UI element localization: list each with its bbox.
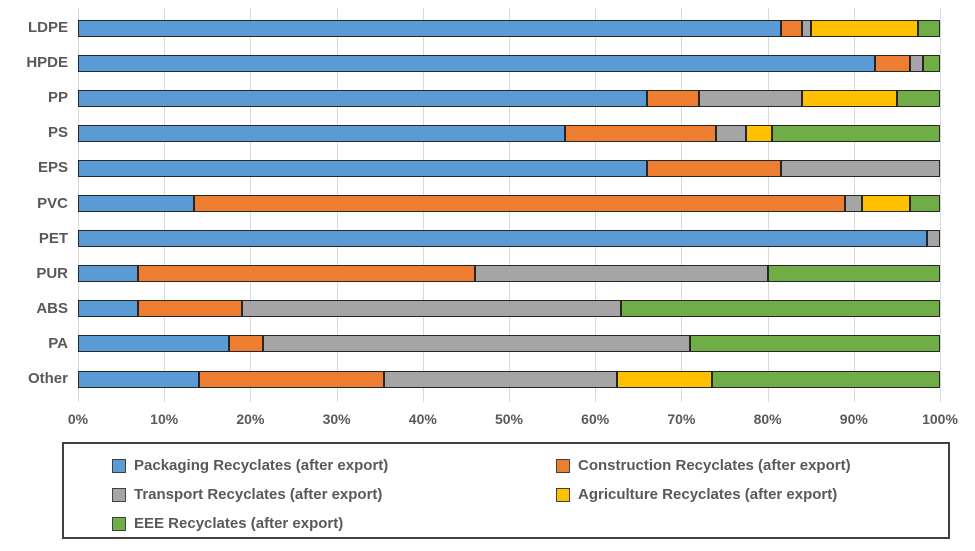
bar-segment-series0 — [78, 19, 781, 37]
legend-item-series3: Agriculture Recyclates (after export) — [556, 480, 948, 509]
bar-segment-series2 — [384, 370, 617, 388]
bar-segment-series4 — [896, 89, 940, 107]
bar-segment-series1 — [138, 300, 242, 318]
x-tick-label: 40% — [408, 411, 437, 427]
bar-segment-series0 — [78, 159, 647, 177]
legend-swatch-icon — [556, 487, 570, 502]
bar-segment-series0 — [78, 89, 647, 107]
bar-segment-series4 — [690, 335, 940, 353]
bar-segment-series1 — [138, 265, 475, 283]
bar-segment-series3 — [746, 124, 772, 142]
bar-segment-series2 — [802, 19, 811, 37]
legend-item-series1: Construction Recyclates (after export) — [556, 451, 948, 480]
x-tick-label: 0% — [67, 411, 89, 427]
legend: Packaging Recyclates (after export) Const… — [62, 442, 950, 539]
category-label: PA — [48, 334, 68, 352]
legend-swatch-icon — [112, 458, 126, 473]
x-tick-label: 60% — [581, 411, 610, 427]
plot-area — [78, 8, 941, 402]
category-label: PS — [47, 124, 68, 142]
bar-segment-series0 — [78, 335, 229, 353]
bar-segment-series3 — [810, 19, 919, 37]
legend-item-series2: Transport Recyclates (after export) — [112, 480, 556, 509]
x-tick-label: 50% — [494, 411, 524, 427]
bar-segment-series3 — [862, 195, 910, 212]
bar-row-ldpe — [78, 19, 940, 37]
legend-label: Transport Recyclates (after export) — [134, 486, 383, 503]
category-label: EPS — [37, 159, 68, 177]
legend-label: Agriculture Recyclates (after export) — [578, 486, 838, 503]
x-tick-label: 20% — [236, 411, 265, 427]
bar-segment-series4 — [909, 195, 940, 212]
category-label: LDPE — [27, 19, 68, 36]
bar-segment-series4 — [767, 265, 940, 283]
bar-segment-series3 — [802, 89, 897, 107]
category-label: Other — [27, 370, 68, 387]
bar-row-pvc — [78, 195, 940, 212]
category-label: PET — [38, 229, 68, 247]
bar-segment-series0 — [78, 370, 199, 388]
bar-row-other — [78, 370, 940, 388]
x-tick-label: 100% — [922, 411, 958, 427]
bar-segment-series0 — [78, 195, 195, 212]
bar-row-eps — [78, 159, 940, 177]
category-label: PVC — [37, 194, 68, 212]
bar-segment-series4 — [922, 54, 940, 72]
legend-item-series4: EEE Recyclates (after export) — [112, 509, 556, 538]
bar-row-hpde — [78, 54, 940, 72]
bar-segment-series1 — [194, 195, 846, 212]
bar-segment-series1 — [646, 159, 781, 177]
bar-segment-series3 — [616, 370, 712, 388]
bar-segment-series2 — [263, 335, 691, 353]
bar-row-pur — [78, 265, 940, 283]
legend-swatch-icon — [112, 487, 126, 502]
bar-segment-series1 — [198, 370, 384, 388]
category-label: HPDE — [26, 54, 68, 72]
bar-segment-series4 — [621, 300, 940, 318]
bar-segment-series1 — [780, 19, 803, 37]
bar-segment-series1 — [875, 54, 910, 72]
bar-segment-series2 — [927, 230, 940, 248]
category-label: PP — [47, 89, 68, 107]
bar-row-pa — [78, 335, 940, 353]
x-tick-label: 80% — [753, 411, 782, 427]
legend-label: Packaging Recyclates (after export) — [134, 457, 389, 474]
x-tick-label: 30% — [322, 411, 351, 427]
legend-label: Construction Recyclates (after export) — [578, 457, 851, 474]
legend-swatch-icon — [112, 516, 126, 531]
bar-row-ps — [78, 124, 940, 142]
bar-segment-series4 — [918, 19, 940, 37]
bar-row-pet — [78, 230, 940, 248]
legend-item-series0: Packaging Recyclates (after export) — [112, 451, 556, 480]
x-tick-label: 70% — [667, 411, 696, 427]
bar-segment-series2 — [698, 89, 803, 107]
bar-row-abs — [78, 300, 940, 318]
bar-segment-series2 — [474, 265, 768, 283]
bar-segment-series2 — [715, 124, 747, 142]
bar-segment-series0 — [78, 54, 876, 72]
legend-swatch-icon — [556, 458, 570, 473]
bar-segment-series0 — [78, 265, 139, 283]
x-tick-label: 10% — [150, 411, 179, 427]
x-tick-label: 90% — [839, 411, 868, 427]
bar-segment-series2 — [845, 195, 863, 212]
legend-label: EEE Recyclates (after export) — [134, 515, 344, 532]
bar-segment-series2 — [241, 300, 622, 318]
gridline — [940, 8, 941, 402]
bar-segment-series1 — [565, 124, 716, 142]
bar-segment-series4 — [771, 124, 940, 142]
bar-segment-series0 — [78, 300, 139, 318]
bar-segment-series4 — [711, 370, 940, 388]
bar-segment-series1 — [228, 335, 264, 353]
bar-segment-series1 — [646, 89, 699, 107]
category-label: ABS — [36, 299, 68, 317]
bar-row-pp — [78, 89, 940, 107]
bar-segment-series2 — [780, 159, 940, 177]
category-label: PUR — [36, 264, 68, 282]
bar-segment-series0 — [78, 124, 566, 142]
bar-segment-series0 — [78, 230, 928, 248]
bar-segment-series2 — [909, 54, 923, 72]
